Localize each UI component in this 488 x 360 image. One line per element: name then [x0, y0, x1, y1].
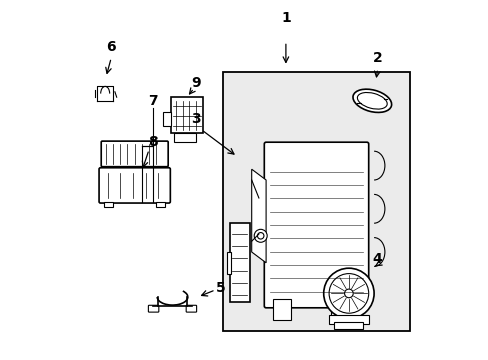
- Bar: [328, 315, 368, 324]
- Bar: [230, 223, 249, 302]
- Bar: [170, 97, 203, 133]
- Circle shape: [254, 229, 266, 242]
- Text: 2: 2: [372, 51, 382, 64]
- Bar: [104, 202, 113, 207]
- Text: 5: 5: [216, 281, 225, 295]
- FancyBboxPatch shape: [186, 305, 196, 312]
- Ellipse shape: [352, 89, 391, 112]
- FancyBboxPatch shape: [264, 142, 368, 308]
- Circle shape: [344, 289, 352, 298]
- FancyBboxPatch shape: [99, 168, 170, 203]
- Bar: [227, 252, 230, 274]
- Polygon shape: [251, 169, 265, 263]
- Text: 3: 3: [191, 112, 200, 126]
- Bar: [273, 299, 291, 320]
- Bar: [156, 202, 165, 207]
- Text: 7: 7: [147, 94, 157, 108]
- Bar: [174, 133, 196, 142]
- Circle shape: [328, 274, 368, 313]
- FancyBboxPatch shape: [101, 141, 168, 167]
- Text: 6: 6: [106, 40, 116, 54]
- Circle shape: [257, 233, 264, 239]
- Text: 8: 8: [147, 135, 157, 149]
- FancyBboxPatch shape: [148, 305, 159, 312]
- Circle shape: [323, 268, 373, 319]
- Bar: [223, 72, 409, 331]
- Bar: [330, 299, 348, 320]
- Ellipse shape: [357, 93, 386, 109]
- Bar: [163, 112, 170, 126]
- Text: 9: 9: [191, 76, 200, 90]
- Text: 1: 1: [281, 11, 290, 25]
- Bar: [334, 322, 363, 329]
- Text: 4: 4: [372, 252, 382, 266]
